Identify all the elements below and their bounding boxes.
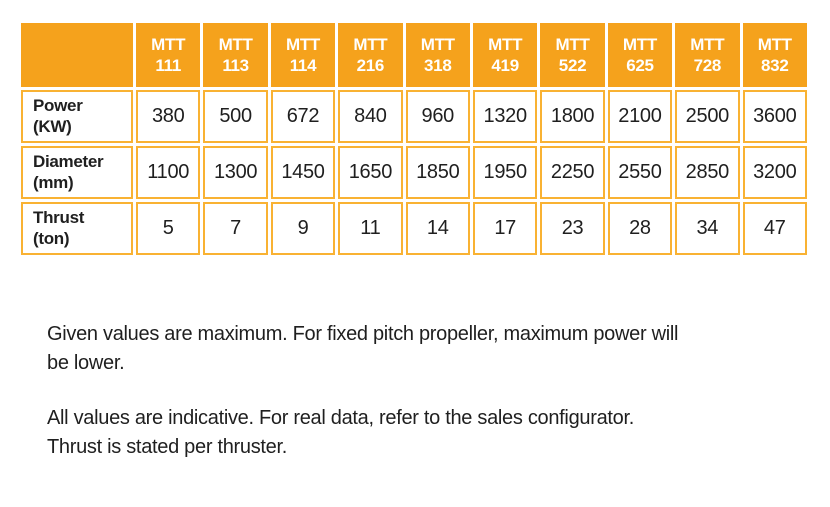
row-label-unit: (KW) [33, 116, 72, 136]
row-label-text: Thrust [33, 208, 85, 228]
spec-value-cell: 17 [472, 202, 538, 255]
row-label-diameter: Diameter (mm) [21, 146, 133, 199]
thruster-spec-table: MTT 111 MTT 113 MTT 114 MTT 216 MTT 31 [18, 20, 810, 258]
note-line: Thrust is stated per thruster. [47, 436, 287, 458]
column-header-mtt-111: MTT 111 [136, 23, 201, 87]
spec-value-cell: 380 [136, 90, 201, 143]
column-header-number: 728 [693, 56, 722, 75]
spec-value-cell: 3200 [742, 146, 807, 199]
column-header-mtt-216: MTT 216 [338, 23, 403, 87]
column-header-number: 625 [626, 56, 654, 75]
row-label-unit: (mm) [33, 172, 74, 192]
row-label-text: Diameter [33, 152, 104, 172]
thrust-row: Thrust (ton) 5 7 9 11 14 17 23 28 34 47 [21, 202, 807, 255]
column-header-mtt-832: MTT 832 [742, 23, 807, 87]
column-header-model: MTT [151, 34, 186, 54]
note-line: Given values are maximum. For fixed pitc… [47, 323, 679, 345]
spec-value-cell: 2550 [607, 146, 673, 199]
note-indicative-values: All values are indicative. For real data… [47, 404, 787, 462]
spec-value-cell: 2250 [540, 146, 605, 199]
column-header-model: MTT [690, 34, 725, 54]
column-header-model: MTT [622, 34, 657, 54]
spec-value-cell: 7 [203, 202, 268, 255]
spec-value-cell: 9 [270, 202, 336, 255]
column-header-model: MTT [285, 34, 320, 54]
corner-cell [21, 23, 133, 87]
column-header-model: MTT [420, 34, 455, 54]
spec-value-cell: 1450 [270, 146, 336, 199]
column-header-mtt-318: MTT 318 [405, 23, 470, 87]
spec-value-cell: 1320 [472, 90, 538, 143]
column-header-number: 216 [356, 56, 385, 75]
spec-value-cell: 840 [338, 90, 403, 143]
power-row: Power (KW) 380 500 672 840 960 1320 1800… [21, 90, 807, 143]
column-header-mtt-419: MTT 419 [472, 23, 538, 87]
column-header-model: MTT [353, 34, 388, 54]
note-line: be lower. [47, 352, 125, 374]
column-header-number: 419 [491, 56, 519, 75]
column-header-model: MTT [757, 34, 792, 54]
spec-value-cell: 1300 [203, 146, 268, 199]
column-header-number: 832 [761, 56, 789, 75]
column-header-mtt-114: MTT 114 [270, 23, 336, 87]
spec-value-cell: 1800 [540, 90, 605, 143]
diameter-row: Diameter (mm) 1100 1300 1450 1650 1850 1… [21, 146, 807, 199]
column-header-number: 113 [222, 56, 249, 75]
spec-value-cell: 1850 [405, 146, 470, 199]
column-header-mtt-113: MTT 113 [203, 23, 268, 87]
column-header-mtt-728: MTT 728 [675, 23, 740, 87]
spec-value-cell: 47 [742, 202, 807, 255]
spec-value-cell: 672 [270, 90, 336, 143]
column-header-number: 111 [155, 56, 181, 75]
spec-value-cell: 2500 [675, 90, 740, 143]
spec-value-cell: 34 [675, 202, 740, 255]
header-row: MTT 111 MTT 113 MTT 114 MTT 216 MTT 31 [21, 23, 807, 87]
row-label-power: Power (KW) [21, 90, 133, 143]
row-label-text: Power [33, 96, 83, 116]
column-header-mtt-625: MTT 625 [607, 23, 673, 87]
row-label-unit: (ton) [33, 228, 70, 248]
spec-value-cell: 14 [405, 202, 470, 255]
note-max-values: Given values are maximum. For fixed pitc… [47, 320, 787, 378]
spec-value-cell: 1100 [136, 146, 201, 199]
column-header-mtt-522: MTT 522 [540, 23, 605, 87]
spec-value-cell: 1950 [472, 146, 538, 199]
spec-value-cell: 960 [405, 90, 470, 143]
column-header-model: MTT [218, 34, 253, 54]
spec-value-cell: 500 [203, 90, 268, 143]
note-line: All values are indicative. For real data… [47, 407, 635, 429]
column-header-number: 522 [558, 56, 587, 75]
spec-value-cell: 28 [607, 202, 673, 255]
spec-value-cell: 3600 [742, 90, 807, 143]
spec-value-cell: 2850 [675, 146, 740, 199]
spec-value-cell: 5 [136, 202, 201, 255]
spec-value-cell: 2100 [607, 90, 673, 143]
column-header-model: MTT [488, 34, 523, 54]
spec-value-cell: 23 [540, 202, 605, 255]
column-header-number: 318 [424, 56, 452, 75]
row-label-thrust: Thrust (ton) [21, 202, 133, 255]
spec-value-cell: 11 [338, 202, 403, 255]
spec-value-cell: 1650 [338, 146, 403, 199]
notes-section: Given values are maximum. For fixed pitc… [47, 320, 787, 488]
column-header-number: 114 [289, 56, 317, 75]
column-header-model: MTT [555, 34, 590, 54]
